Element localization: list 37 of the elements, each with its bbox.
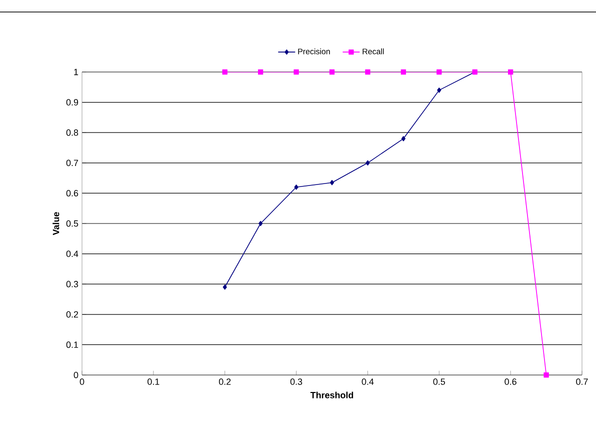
point (330, 180, 334, 186)
point (294, 69, 299, 75)
x-axis-title: Threshold (310, 392, 354, 398)
y-tick-label: 0.9 (66, 99, 78, 106)
y-tick-label: 0.2 (66, 311, 78, 318)
y-axis-title: Value (52, 212, 60, 236)
y-tick-label: 0.8 (66, 129, 78, 136)
x-tick-label: 0.3 (290, 378, 302, 385)
x-tick-label: 0.7 (576, 378, 588, 385)
point (258, 220, 263, 226)
point (436, 69, 442, 75)
y-tick-label: 1 (74, 68, 78, 76)
point (366, 160, 370, 166)
point (544, 372, 549, 378)
y-tick-label: 0.3 (66, 280, 78, 288)
y-tick-label: 0.1 (66, 342, 78, 348)
x-tick-label: 0.2 (218, 378, 231, 385)
y-tick-label: 0.5 (66, 220, 78, 227)
point (437, 88, 442, 93)
point (222, 69, 228, 75)
point (329, 69, 335, 75)
x-tick-label: 0.4 (362, 378, 374, 385)
point (401, 136, 406, 142)
x-tick-label: 0 (80, 378, 84, 385)
y-tick-label: 0.6 (66, 190, 78, 196)
y-tick-label: 0.7 (66, 160, 78, 166)
point (400, 69, 406, 75)
x-tick-label: 0.1 (148, 378, 160, 385)
point (294, 184, 298, 190)
x-tick-label: 0.5 (433, 378, 445, 385)
x-tick-label: 0.6 (504, 378, 516, 385)
point (508, 69, 514, 75)
y-tick-label: 0 (74, 372, 78, 378)
point (258, 69, 264, 75)
y-tick-label: 0.4 (66, 250, 78, 257)
point (365, 69, 370, 75)
point (222, 284, 227, 290)
